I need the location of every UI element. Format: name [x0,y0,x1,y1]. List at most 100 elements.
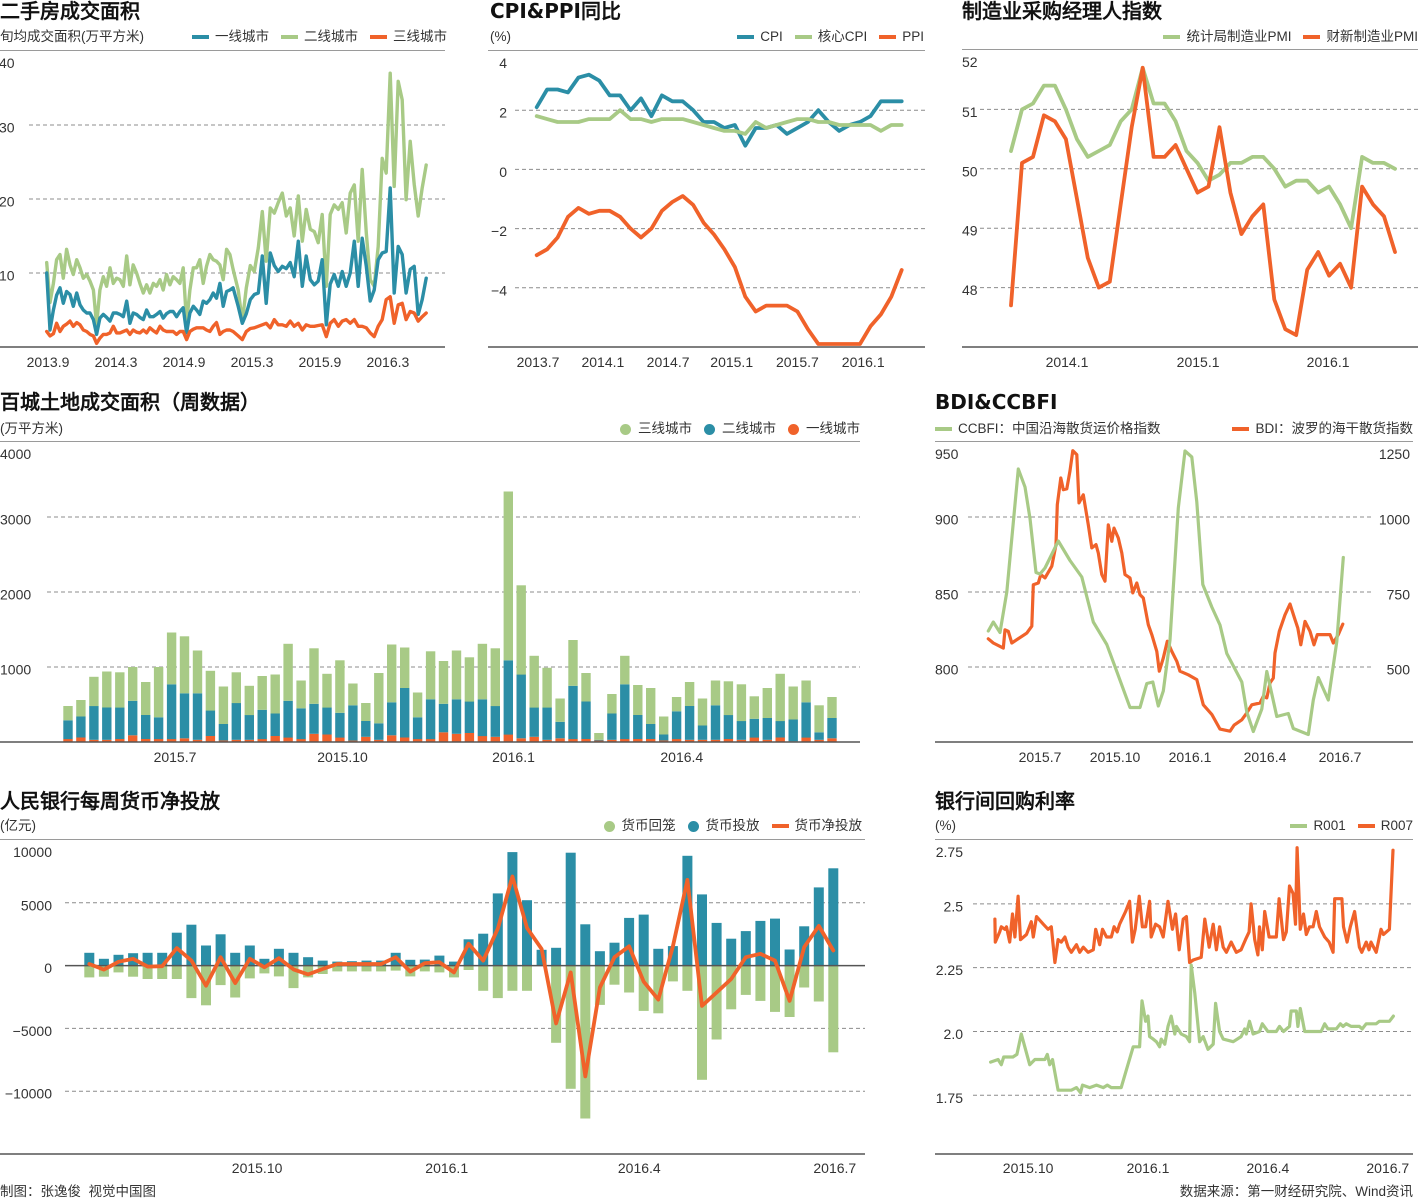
bar-segment-tier2-city [348,705,358,741]
bar-segment-tier1-city [257,739,267,742]
bar-segment-tier2-city [244,715,254,740]
bar-segment-tier1-city [102,739,112,743]
legend-item-core-cpi: 核心CPI [794,29,867,45]
y-tick-label: 50 [962,163,978,179]
bar-segment-tier2-city [710,705,721,740]
bar-injection [84,952,95,966]
bar-segment-tier3-city [115,672,125,708]
y-tick-label: 2.5 [944,898,964,914]
bar-stack [620,655,630,742]
series-line-core-cpi [534,108,904,136]
bar-segment-tier1-city [231,739,241,743]
bar-stack [412,692,423,742]
plot-cpi-ppi: 4 2 0 −2 −4 2013.7 2014.1 2014.7 2015.1 2015.7 201… [488,50,925,370]
bar-stack [102,671,112,743]
bar-withdrawal [551,965,562,1043]
bar-segment-tier3-city [270,674,280,714]
bar-segment-tier3-city [633,685,643,715]
legend-repo: R001 R007 [1290,818,1413,834]
bar-withdrawal [697,965,707,1080]
y-axis-unit-label: (万平方米) [0,421,63,436]
y-tick-label: 52 [962,54,978,70]
legend-line-icon [737,35,755,39]
bar-injection [580,924,591,966]
bar-withdrawal [332,965,343,972]
bar-injection [288,952,299,966]
bar-stack [192,650,203,743]
legend-line-icon [794,35,812,39]
x-tick-label: 2015.7 [154,749,197,765]
x-tick-label: 2016.7 [813,1160,856,1176]
bar-segment-tier2-city [115,707,125,739]
bar-segment-tier1-city [438,732,449,743]
bar-stack [788,686,798,743]
bar-segment-tier3-city [244,685,254,716]
legend-item-tier2-city: 二线城市 [704,421,776,437]
y-right-tick-label: 500 [1387,662,1411,678]
bar-segment-tier1-city [710,739,721,743]
bar-injection [522,900,532,966]
bar-injection [828,868,839,966]
x-tick-label: 2016.3 [366,354,409,370]
y-tick-label: 10 [0,268,15,284]
bar-segment-tier1-city [801,737,811,742]
bar-segment-tier3-city [63,706,73,721]
series-lines [87,874,836,1079]
bar-segment-tier2-city [400,688,410,738]
bar-stack [671,697,682,742]
footer-credit: 制图：张逸俊 视觉中国图 [0,1184,157,1199]
bar-segment-tier1-city [814,739,824,743]
bar-segment-tier2-city [425,699,436,740]
bar-withdrawal [273,965,284,977]
bar-segment-tier1-city [477,736,488,742]
bar-withdrawal [799,965,810,988]
bar-withdrawal [492,965,503,999]
bar-segment-tier2-city [89,706,99,740]
legend-dot-icon [788,423,799,435]
bar-stack [697,698,708,743]
bar-segment-tier1-city [684,739,695,743]
x-tick-label: 2016.1 [1169,749,1212,765]
bar-segment-tier2-city [646,724,656,739]
bar-segment-tier2-city [102,707,112,740]
bar-segment-tier3-city [166,632,177,685]
legend-label: 货币回笼 [621,818,676,833]
bar-segment-tier2-city [322,707,332,735]
gridlines [65,902,865,1092]
chart-title-pboc: 人民银行每周货币净投放 [0,789,220,813]
legend-dot-icon [603,820,615,832]
bar-segment-tier3-city [361,703,371,721]
bar-segment-tier3-city [516,585,526,675]
legend-item-withdrawal: 货币回笼 [603,818,676,834]
bar-segment-tier1-city [244,739,254,743]
bar-stack [244,685,254,743]
bar-withdrawal [113,965,124,973]
bar-injection [230,952,241,966]
y-tick-label: 1000 [0,662,31,678]
bar-segment-tier2-city [141,715,151,739]
bar-injection [624,917,635,966]
bar-withdrawal [434,965,445,973]
bar-segment-tier3-city [89,676,99,707]
y-tick-label: 2.25 [936,962,963,978]
x-tick-label: 2015.9 [298,354,341,370]
x-tick-label: 2015.10 [317,749,368,765]
bar-stack [749,696,759,742]
bar-segment-tier1-city [115,739,125,742]
bar-stack [464,657,475,742]
bar-stack [594,733,604,742]
bar-segment-tier3-city [425,651,436,700]
legend-label: 三线城市 [638,421,692,436]
bar-stack [425,651,436,742]
legend-label: CCBFI：中国沿海散货运价格指数 [958,421,1161,436]
bar-segment-tier3-city [205,670,216,711]
bar-segment-tier1-city [425,739,436,742]
legend-line-icon [1163,35,1181,39]
bar-segment-tier2-city [516,674,526,739]
bar-segment-tier3-city [348,683,358,706]
series-line-ccbfi [986,449,1345,737]
bar-segment-tier2-city [581,701,591,739]
bar-segment-tier1-city [141,739,151,742]
bar-segment-tier2-city [723,715,734,739]
bar-segment-tier3-city [102,671,112,708]
